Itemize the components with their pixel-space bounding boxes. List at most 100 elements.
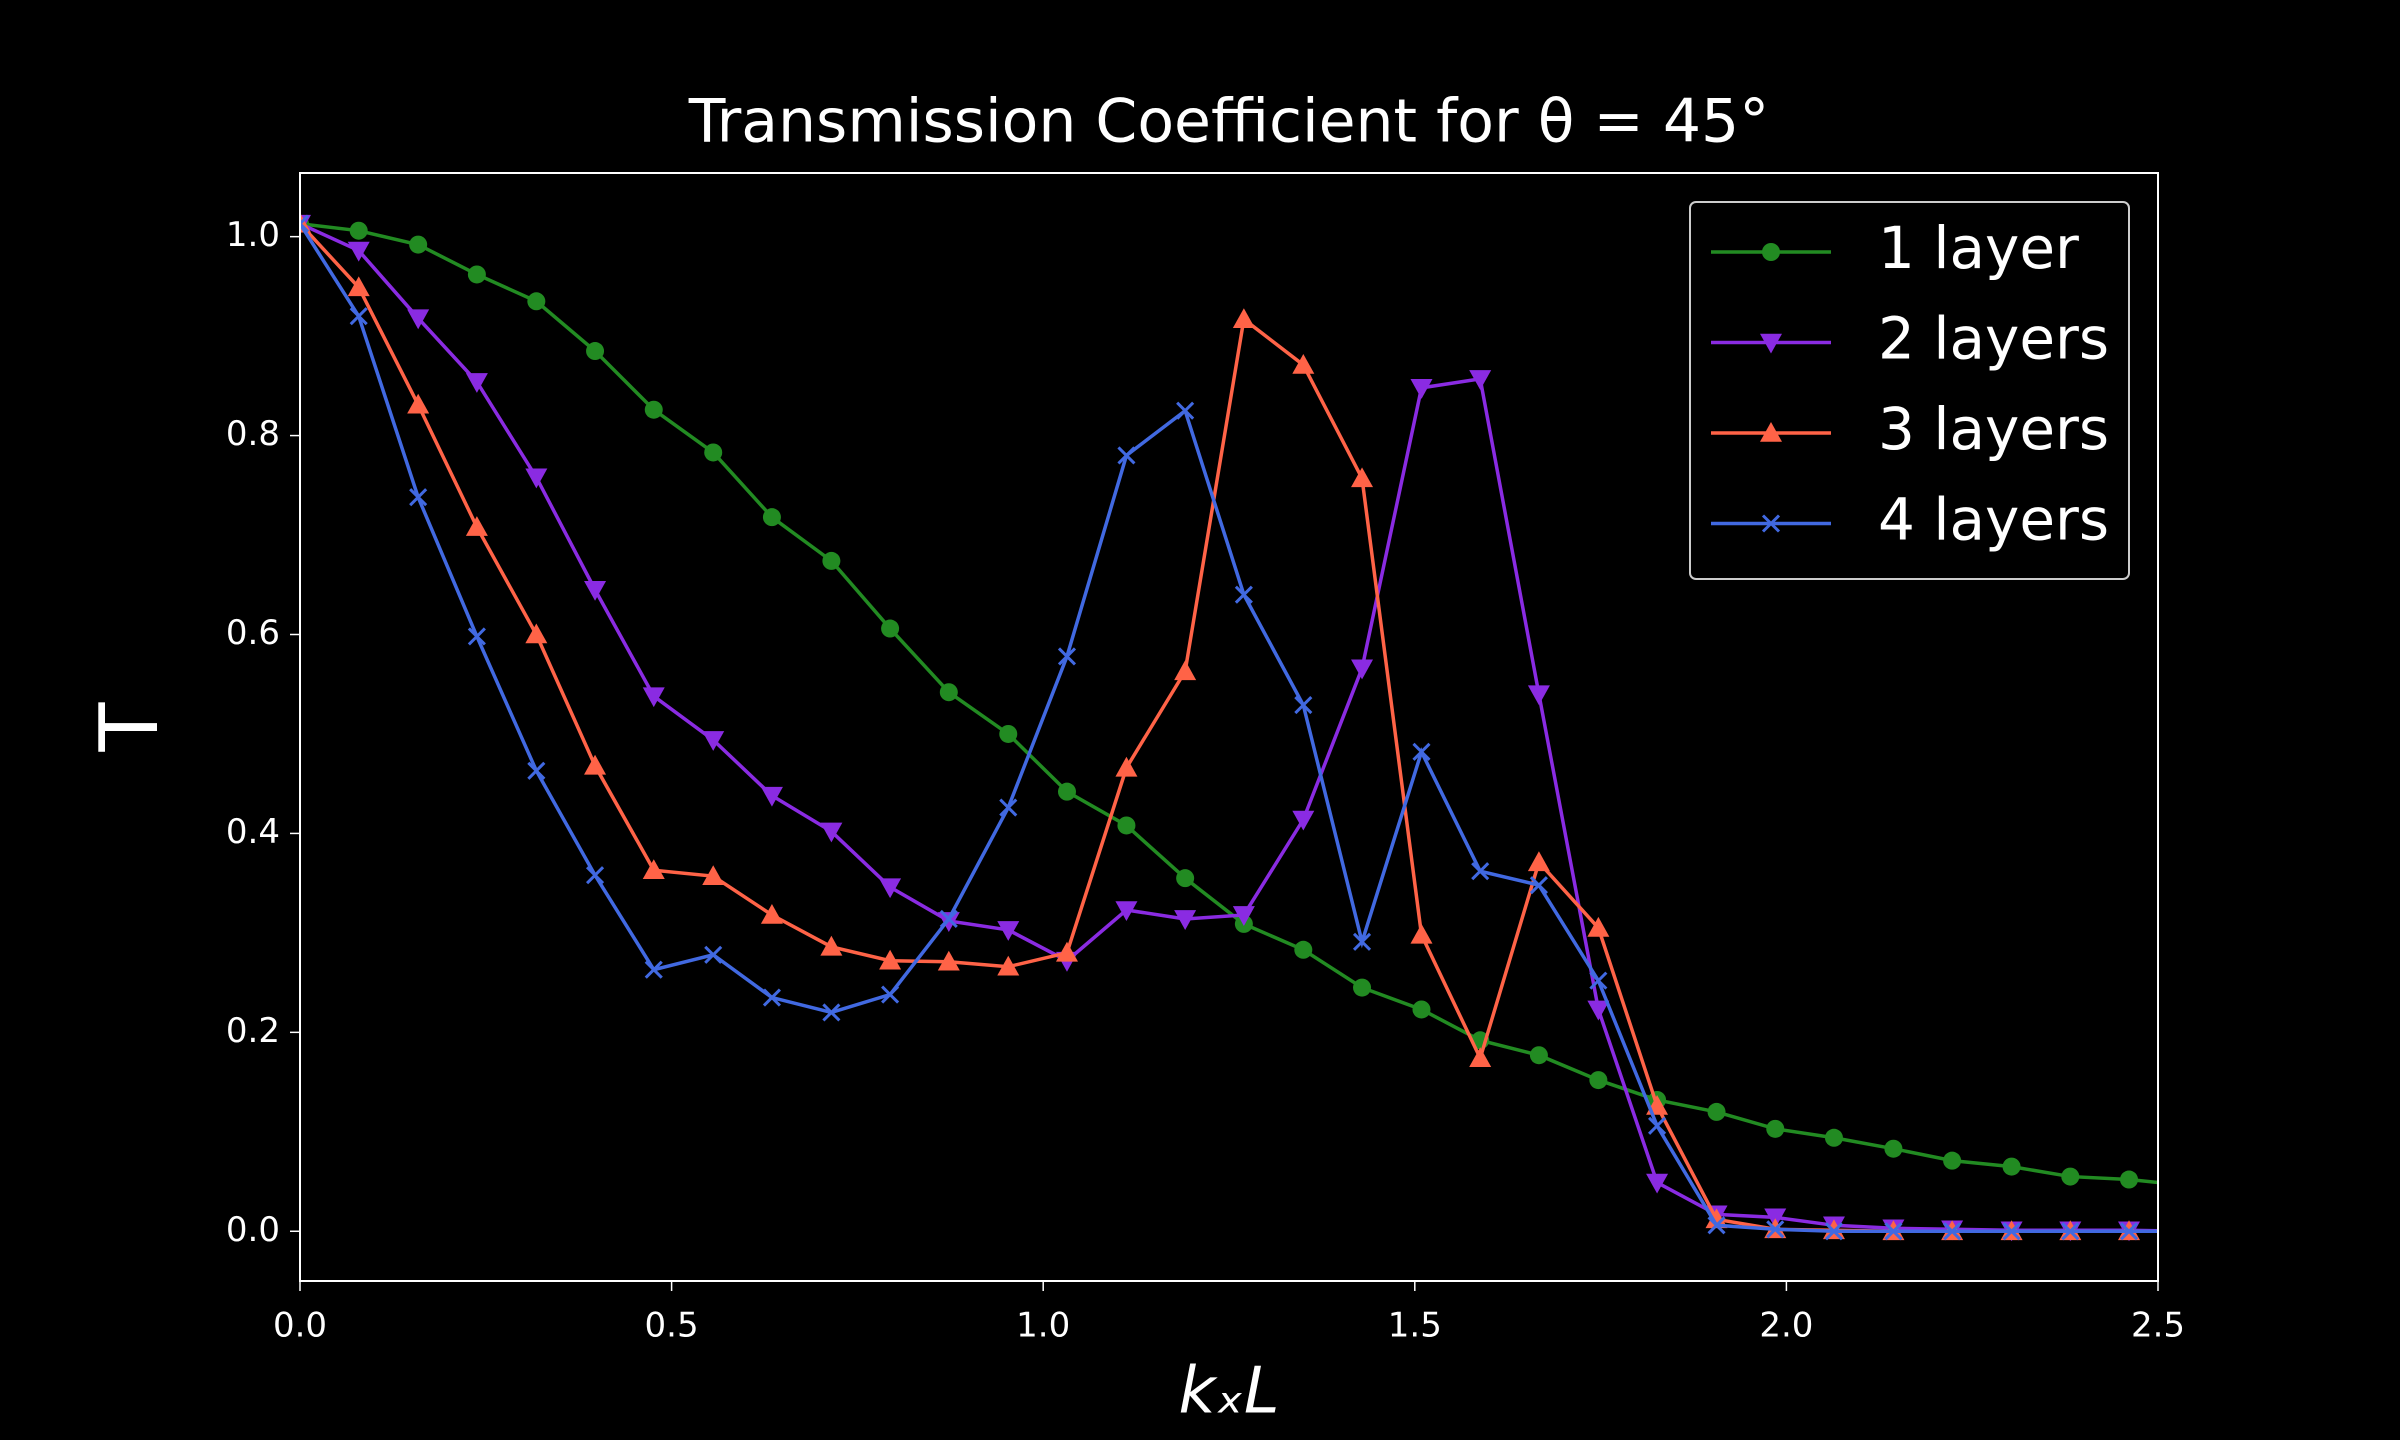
- y-tick-label: 0.6: [226, 613, 280, 653]
- marker: [407, 309, 430, 330]
- marker: [822, 1003, 841, 1022]
- marker: [349, 221, 368, 240]
- marker: [409, 235, 428, 254]
- marker: [937, 912, 960, 932]
- marker: [347, 276, 370, 297]
- marker: [1115, 756, 1138, 777]
- marker: [642, 859, 665, 880]
- marker: [997, 955, 1020, 976]
- marker: [762, 988, 781, 1007]
- marker: [1174, 660, 1197, 681]
- legend-label: 1 layer: [1878, 214, 2079, 282]
- marker: [1707, 1102, 1726, 1121]
- legend-box: [1689, 201, 2130, 580]
- marker: [465, 516, 488, 536]
- plot-area: [300, 212, 2158, 1242]
- marker: [1646, 1173, 1669, 1194]
- x-axis-label: kₓL: [1178, 1355, 1279, 1429]
- marker: [1412, 1000, 1431, 1019]
- marker: [879, 878, 902, 899]
- marker: [1766, 1220, 1785, 1239]
- marker: [409, 488, 428, 507]
- marker: [586, 342, 605, 361]
- marker: [879, 949, 902, 970]
- marker: [881, 985, 900, 1004]
- marker: [644, 400, 663, 419]
- marker: [1232, 906, 1255, 926]
- marker: [820, 822, 843, 843]
- marker: [760, 903, 783, 924]
- marker: [1884, 1139, 1903, 1158]
- marker: [1176, 401, 1195, 420]
- marker: [1707, 1216, 1726, 1235]
- marker: [762, 508, 781, 527]
- y-tick-label: 0.0: [226, 1210, 280, 1250]
- marker: [584, 754, 607, 775]
- marker: [1353, 978, 1372, 997]
- marker: [407, 393, 430, 414]
- x-tick-label: 1.0: [1016, 1306, 1070, 1346]
- marker: [822, 551, 841, 570]
- x-tick-label: 1.5: [1388, 1306, 1442, 1346]
- marker: [525, 623, 548, 644]
- marker: [1117, 816, 1136, 835]
- marker: [2002, 1222, 2021, 1241]
- marker: [1292, 810, 1315, 831]
- y-tick-label: 0.8: [226, 414, 280, 454]
- marker: [300, 214, 310, 233]
- x-tick-label: 0.5: [645, 1306, 699, 1346]
- legend-label: 4 layers: [1878, 486, 2109, 554]
- marker: [1589, 971, 1608, 990]
- marker: [1057, 782, 1076, 801]
- marker: [527, 761, 546, 780]
- marker: [1410, 379, 1433, 399]
- marker: [1469, 1047, 1492, 1068]
- marker: [1294, 940, 1313, 959]
- marker: [467, 265, 486, 284]
- marker: [1115, 901, 1138, 922]
- x-tick-label: 2.5: [2131, 1306, 2185, 1346]
- marker: [1294, 696, 1313, 715]
- marker: [1471, 862, 1490, 881]
- legend-marker: [1762, 243, 1780, 261]
- marker: [525, 468, 548, 489]
- marker: [702, 865, 725, 885]
- marker: [1292, 353, 1315, 374]
- marker: [1943, 1151, 1962, 1170]
- marker: [2061, 1167, 2080, 1186]
- marker: [704, 443, 723, 462]
- x-tick-label: 0.0: [273, 1306, 327, 1346]
- marker: [1884, 1222, 1903, 1241]
- marker: [1648, 1116, 1667, 1135]
- marker: [585, 866, 605, 885]
- marker: [704, 945, 723, 964]
- marker: [1824, 1222, 1844, 1241]
- marker: [642, 687, 665, 708]
- marker: [527, 292, 546, 311]
- marker: [1705, 1208, 1728, 1229]
- marker: [1527, 851, 1550, 872]
- marker: [939, 909, 958, 929]
- marker: [881, 619, 900, 638]
- marker: [2061, 1222, 2080, 1241]
- marker: [1352, 932, 1372, 951]
- legend-marker: [1760, 333, 1782, 354]
- y-axis-label: T: [83, 701, 176, 752]
- marker: [1410, 923, 1433, 944]
- marker: [1589, 1071, 1608, 1090]
- marker: [1412, 742, 1431, 761]
- marker: [937, 950, 960, 971]
- marker: [644, 960, 663, 979]
- marker: [1766, 1119, 1785, 1138]
- marker: [820, 935, 843, 956]
- marker: [1943, 1222, 1962, 1241]
- marker: [2002, 1157, 2021, 1176]
- legend-marker: [1761, 514, 1781, 533]
- marker: [2120, 1170, 2139, 1189]
- marker: [702, 731, 725, 751]
- marker: [2119, 1222, 2139, 1241]
- y-tick-label: 1.0: [226, 215, 280, 255]
- y-tick-label: 0.2: [226, 1011, 280, 1051]
- axes-frame: [299, 172, 2159, 1282]
